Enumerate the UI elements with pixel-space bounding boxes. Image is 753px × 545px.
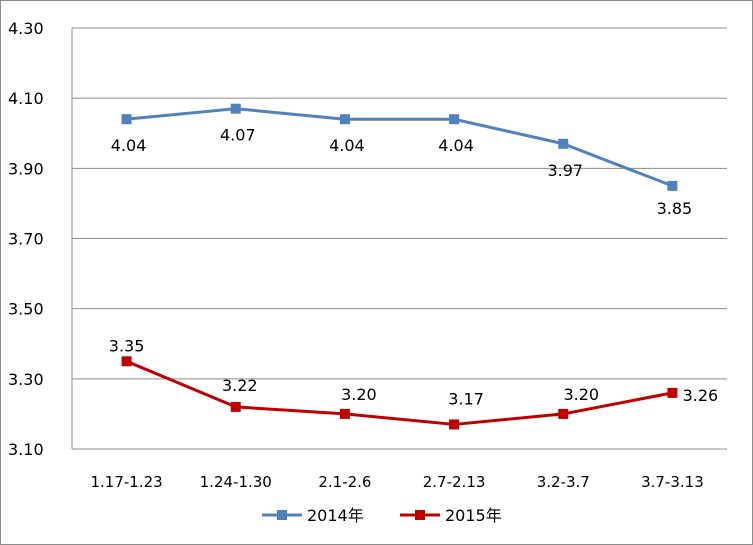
y-tick-label: 4.10 [8,89,44,108]
data-point [558,408,569,419]
data-label: 3.35 [109,336,145,355]
data-label: 4.07 [220,126,256,145]
data-label: 4.04 [329,136,365,155]
legend-label: 2014年 [307,506,364,525]
data-point [339,408,350,419]
legend-label: 2015年 [445,506,502,525]
y-tick-label: 3.10 [8,440,44,459]
x-tick-label: 2.7-2.13 [423,473,486,491]
series-line-1 [126,359,673,426]
data-label: 3.20 [563,385,599,404]
data-point [230,401,241,412]
x-tick-label: 1.17-1.23 [90,473,162,491]
data-point [449,114,460,125]
data-point [667,180,678,191]
y-tick-label: 3.70 [8,230,44,249]
y-tick-label: 3.30 [8,370,44,389]
data-label: 3.22 [222,376,258,395]
data-point [121,356,132,367]
data-label: 3.17 [448,389,484,408]
data-point [449,419,460,430]
grid-lines [71,27,727,450]
data-label: 3.97 [547,161,583,180]
y-tick-label: 3.90 [8,159,44,178]
data-point [339,114,350,125]
series-group [121,103,678,430]
data-point [230,103,241,114]
data-point [667,387,678,398]
data-labels: 4.04 4.07 4.04 4.04 3.97 3.85 3.35 3.22 3.20 3.17… [109,126,718,409]
y-tick-label: 3.50 [8,300,44,319]
x-axis-ticks: 1.17-1.23 1.24-1.30 2.1-2.6 2.7-2.13 3.2-3.7… [90,473,703,491]
data-label: 3.26 [683,386,719,405]
data-label: 4.04 [111,136,147,155]
data-point [558,138,569,149]
x-tick-label: 1.24-1.30 [200,473,272,491]
y-axis-ticks: 3.10 3.30 3.50 3.70 3.90 4.10 4.30 [8,19,44,459]
legend: 2014年 2015年 [262,506,502,525]
legend-swatch-marker [277,510,287,520]
y-tick-label: 4.30 [8,19,44,38]
data-label: 3.85 [657,199,693,218]
x-tick-label: 3.2-3.7 [537,473,590,491]
x-tick-label: 2.1-2.6 [318,473,371,491]
data-label: 3.20 [341,385,377,404]
legend-swatch-marker [415,510,425,520]
series-line-0 [126,107,673,188]
x-tick-label: 3.7-3.13 [641,473,704,491]
data-point [121,114,132,125]
data-label: 4.04 [438,136,474,155]
